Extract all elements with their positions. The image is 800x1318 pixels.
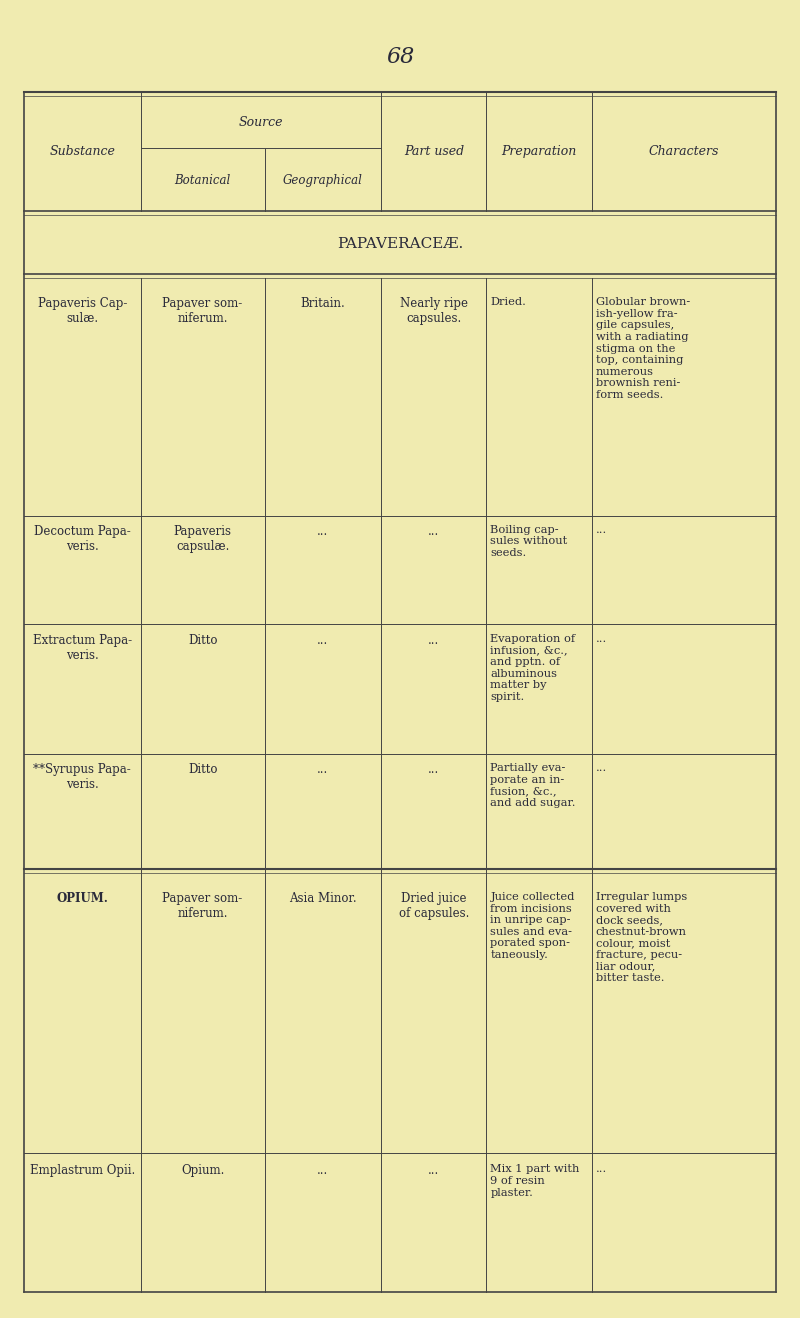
- Text: Ditto: Ditto: [188, 634, 218, 647]
- Text: ...: ...: [318, 525, 329, 538]
- Text: Irregular lumps
covered with
dock seeds,
chestnut-brown
colour, moist
fracture, : Irregular lumps covered with dock seeds,…: [596, 892, 687, 983]
- Text: 68: 68: [386, 46, 414, 69]
- Text: Emplastrum Opii.: Emplastrum Opii.: [30, 1165, 135, 1177]
- Text: Geographical: Geographical: [283, 174, 363, 187]
- Text: ...: ...: [428, 525, 439, 538]
- Text: Decoctum Papa-
veris.: Decoctum Papa- veris.: [34, 525, 130, 552]
- Text: Nearly ripe
capsules.: Nearly ripe capsules.: [400, 297, 468, 326]
- Text: Part used: Part used: [404, 145, 464, 158]
- Text: Asia Minor.: Asia Minor.: [289, 892, 357, 905]
- Text: Ditto: Ditto: [188, 763, 218, 776]
- Text: Papaveris
capsulæ.: Papaveris capsulæ.: [174, 525, 232, 552]
- Text: ...: ...: [428, 634, 439, 647]
- Text: Substance: Substance: [50, 145, 115, 158]
- Text: ...: ...: [596, 1165, 607, 1174]
- Text: **Syrupus Papa-
veris.: **Syrupus Papa- veris.: [34, 763, 131, 791]
- Text: Opium.: Opium.: [181, 1165, 224, 1177]
- Text: ...: ...: [428, 1165, 439, 1177]
- Text: Boiling cap-
sules without
seeds.: Boiling cap- sules without seeds.: [490, 525, 568, 558]
- Text: Mix 1 part with
9 of resin
plaster.: Mix 1 part with 9 of resin plaster.: [490, 1165, 580, 1198]
- Text: Papaver som-
niferum.: Papaver som- niferum.: [162, 892, 242, 920]
- Text: Preparation: Preparation: [502, 145, 577, 158]
- Text: Characters: Characters: [649, 145, 719, 158]
- Text: Extractum Papa-
veris.: Extractum Papa- veris.: [33, 634, 132, 662]
- Text: Botanical: Botanical: [174, 174, 230, 187]
- Text: Papaver som-
niferum.: Papaver som- niferum.: [162, 297, 242, 326]
- Text: ...: ...: [596, 634, 607, 645]
- Text: PAPAVERACEÆ.: PAPAVERACEÆ.: [337, 237, 463, 252]
- Text: ...: ...: [596, 525, 607, 535]
- Text: ...: ...: [596, 763, 607, 774]
- Text: ...: ...: [318, 634, 329, 647]
- Text: Juice collected
from incisions
in unripe cap-
sules and eva-
porated spon-
taneo: Juice collected from incisions in unripe…: [490, 892, 575, 960]
- Text: Globular brown-
ish-yellow fra-
gile capsules,
with a radiating
stigma on the
to: Globular brown- ish-yellow fra- gile cap…: [596, 297, 690, 399]
- Text: Britain.: Britain.: [301, 297, 346, 310]
- Text: Source: Source: [238, 116, 283, 129]
- Text: ...: ...: [428, 763, 439, 776]
- Text: OPIUM.: OPIUM.: [56, 892, 108, 905]
- Text: ...: ...: [318, 1165, 329, 1177]
- Text: Papaveris Cap-
sulæ.: Papaveris Cap- sulæ.: [38, 297, 127, 326]
- Text: Partially eva-
porate an in-
fusion, &c.,
and add sugar.: Partially eva- porate an in- fusion, &c.…: [490, 763, 576, 808]
- Text: Evaporation of
infusion, &c.,
and pptn. of
albuminous
matter by
spirit.: Evaporation of infusion, &c., and pptn. …: [490, 634, 576, 702]
- Text: Dried juice
of capsules.: Dried juice of capsules.: [398, 892, 469, 920]
- Text: ...: ...: [318, 763, 329, 776]
- Text: Dried.: Dried.: [490, 297, 526, 307]
